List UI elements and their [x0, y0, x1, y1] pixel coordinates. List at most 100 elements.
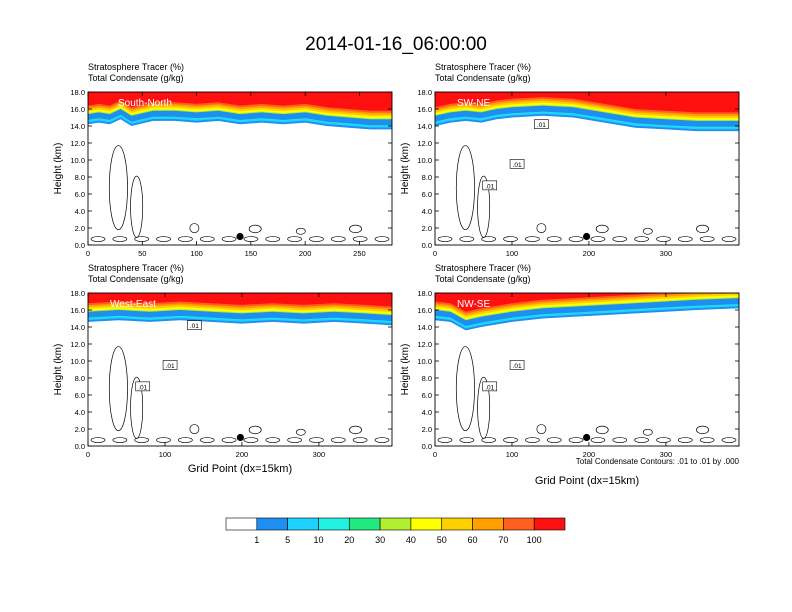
contour-surface [90, 236, 106, 242]
panel-subtitle: Total Condensate (g/kg) [435, 73, 531, 83]
contour-surface [287, 437, 302, 443]
contour-surface [677, 437, 693, 443]
contour-cloud [536, 424, 547, 435]
contour-cloud [455, 145, 475, 231]
panel-west-east: Stratosphere Tracer (%)Total Condensate … [53, 263, 393, 459]
y-tick-label: 12.0 [70, 340, 85, 349]
tracer-low-level [88, 109, 392, 126]
y-tick-label: 6.0 [422, 190, 432, 199]
contour-surface [590, 437, 606, 443]
contour-surface [309, 236, 324, 242]
contour-surface [699, 437, 715, 443]
x-tick-label: 200 [583, 450, 596, 459]
y-axis-label: Height (km) [53, 143, 64, 195]
y-tick-label: 10.0 [70, 156, 85, 165]
colorbar-label: 10 [313, 535, 323, 545]
contour-cloud [349, 224, 362, 234]
colorbar-segment [441, 517, 473, 531]
contour-label-box [534, 119, 549, 129]
contour-surface [90, 437, 106, 443]
colorbar-label: 1 [254, 535, 259, 545]
panel-label: SW-NE [457, 98, 490, 109]
y-tick-label: 0.0 [422, 241, 432, 250]
contour-label-box [162, 360, 178, 370]
contour-surface [221, 236, 237, 242]
y-tick-label: 14.0 [70, 122, 85, 131]
colorbar-label: 60 [468, 535, 478, 545]
contour-surface [721, 437, 737, 443]
contour-note: Total Condensate Contours: .01 to .01 by… [576, 457, 740, 466]
contour-cloud [455, 346, 475, 432]
y-tick-label: 2.0 [75, 224, 85, 233]
y-tick-label: 18.0 [70, 88, 85, 97]
contour-label: .01 [513, 363, 522, 370]
y-tick-label: 16.0 [417, 105, 432, 114]
location-marker [583, 232, 591, 241]
y-tick-label: 8.0 [422, 173, 432, 182]
contour-cloud [248, 224, 262, 234]
colorbar-label: 30 [375, 535, 385, 545]
contour-surface [287, 236, 302, 242]
colorbar-segment [503, 517, 535, 531]
location-marker [236, 433, 244, 442]
y-tick-label: 0.0 [75, 442, 85, 451]
x-tick-label: 0 [86, 249, 90, 258]
contour-surface [503, 437, 518, 443]
contour-surface [546, 236, 562, 242]
contour-label-box [482, 180, 498, 191]
y-axis-label: Height (km) [53, 344, 64, 396]
panel-south-north: Stratosphere Tracer (%)Total Condensate … [53, 62, 393, 258]
contour-label: .01 [485, 384, 494, 391]
colorbar-label: 50 [437, 535, 447, 545]
contour-label: .01 [190, 323, 199, 330]
contour-cloud [696, 425, 709, 435]
y-tick-label: 12.0 [417, 340, 432, 349]
contour-surface [721, 236, 737, 242]
tracer-low-level [435, 298, 739, 327]
contour-label: .01 [485, 183, 494, 190]
condensate-contours [90, 145, 390, 242]
y-tick-label: 16.0 [70, 306, 85, 315]
panel-title: Stratosphere Tracer (%) [435, 62, 531, 72]
y-tick-label: 16.0 [70, 105, 85, 114]
contour-cloud [248, 425, 262, 435]
panel-label: West-East [110, 299, 156, 310]
x-tick-label: 100 [506, 450, 519, 459]
contour-cloud [108, 346, 128, 432]
plot-frame [434, 91, 740, 246]
x-tick-label: 250 [353, 249, 366, 258]
panel-subtitle: Total Condensate (g/kg) [88, 274, 184, 284]
y-tick-label: 18.0 [417, 88, 432, 97]
colorbar-segment [472, 517, 504, 531]
y-tick-label: 4.0 [422, 408, 432, 417]
contour-surface [656, 236, 671, 242]
y-tick-label: 4.0 [422, 207, 432, 216]
contour-cloud [108, 145, 128, 231]
y-tick-label: 2.0 [422, 425, 432, 434]
contour-surface [481, 437, 497, 443]
y-tick-label: 14.0 [70, 323, 85, 332]
contour-surface [503, 236, 518, 242]
contour-label: .01 [166, 363, 175, 370]
contour-surface [309, 437, 324, 443]
contour-label: .01 [138, 384, 147, 391]
y-axis-label: Height (km) [400, 344, 411, 396]
contour-surface [178, 236, 193, 242]
contour-surface [525, 236, 540, 242]
x-tick-label: 0 [433, 249, 437, 258]
y-tick-label: 10.0 [417, 357, 432, 366]
colorbar-segment [318, 517, 350, 531]
contour-surface [221, 437, 237, 443]
tracer-low-level [88, 310, 392, 322]
colorbar-label: 70 [498, 535, 508, 545]
contour-surface [178, 437, 193, 443]
plot-frame [87, 91, 393, 246]
contour-surface [156, 437, 171, 443]
contour-surface [459, 437, 475, 443]
panel-title: Stratosphere Tracer (%) [435, 263, 531, 273]
x-tick-label: 200 [299, 249, 312, 258]
y-tick-label: 8.0 [422, 374, 432, 383]
x-tick-label: 300 [660, 450, 673, 459]
contour-cloud [595, 224, 609, 234]
